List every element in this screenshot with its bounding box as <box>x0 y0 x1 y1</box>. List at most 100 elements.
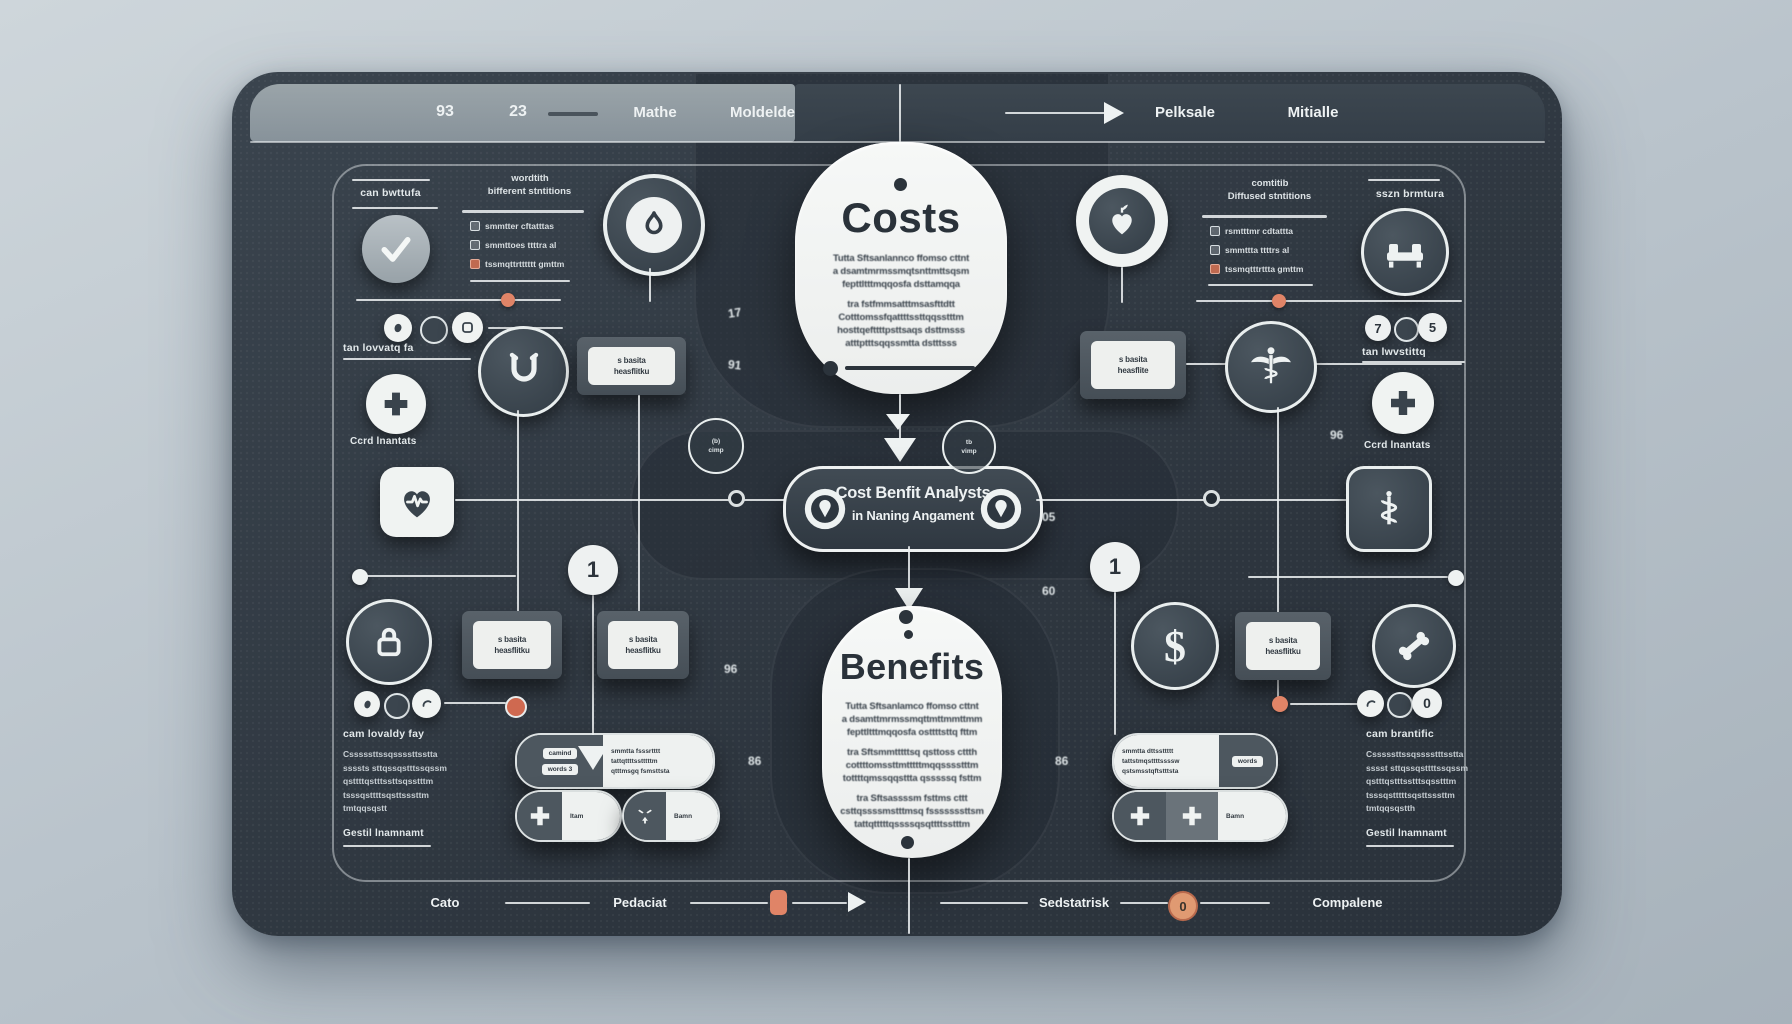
right-list-item: smmttta ttttrs al <box>1210 245 1289 255</box>
right-mid-underline <box>1362 361 1465 363</box>
connector-line <box>517 410 519 612</box>
costs-footer-line <box>845 366 975 370</box>
arrow-down-icon <box>578 746 608 770</box>
square-outline-icon <box>462 322 473 333</box>
right-card-label: Ccrd lnantats <box>1364 440 1431 451</box>
arc-icon <box>422 699 431 707</box>
top-number-2: 23 <box>509 103 527 120</box>
heart-leaf-circle <box>1076 175 1168 267</box>
label-box: s basita heasflitku <box>462 611 562 679</box>
stray-number: 91 <box>727 357 743 373</box>
benefits-bottom-line <box>908 858 910 934</box>
caduceus-icon <box>1251 347 1291 384</box>
bulb-circle <box>603 174 705 276</box>
mini-badge-square <box>452 312 483 343</box>
connector-line <box>649 268 651 302</box>
left-tag-underline <box>352 207 438 209</box>
bone-icon <box>1398 631 1430 661</box>
left-list-divider <box>462 210 584 213</box>
number-badge: 0 <box>1412 688 1442 718</box>
left-list-item: smmtter cftatttas <box>470 221 554 231</box>
orange-marker <box>770 890 787 915</box>
bottom-label-3: Sedstatrisk <box>1038 895 1110 910</box>
rod-tile <box>1346 466 1432 552</box>
right-list-heading2: Diffused stntitions <box>1227 191 1312 202</box>
bottom-line <box>940 902 1028 904</box>
plus-circle <box>1372 372 1434 434</box>
orange-zero-badge: 0 <box>1168 891 1198 921</box>
blob-icon <box>363 700 371 708</box>
right-list-heading1: comtitib <box>1251 178 1289 189</box>
pin-icon <box>803 487 847 536</box>
bottom-arrow-icon <box>848 892 866 912</box>
stray-number: 86 <box>1055 754 1069 768</box>
top-arrow-line <box>1005 112 1105 114</box>
caduceus-circle <box>1225 321 1317 413</box>
checkbox-icon <box>1210 226 1220 236</box>
main-connector-right <box>1036 499 1356 501</box>
label-box: s basita heasflitku <box>1235 612 1331 680</box>
stray-number: 05 <box>1042 510 1056 524</box>
connector-line <box>366 575 516 577</box>
mini-badge-arc <box>412 689 441 718</box>
analysis-pill: Cost Benfit Analysts in Naning Angament <box>783 466 1043 552</box>
number-one-badge: 1 <box>568 545 618 595</box>
connector-line <box>444 702 506 704</box>
center-top-line <box>899 84 901 144</box>
medical-plus-icon <box>1391 391 1415 415</box>
pill-chip: words <box>1231 755 1264 767</box>
right-list-bottomline <box>1208 284 1313 286</box>
top-label-2: Moldelde <box>729 104 795 121</box>
arrow-down-icon <box>895 588 923 610</box>
mini-badge-dark <box>384 693 410 719</box>
left-mid-underline <box>343 358 471 360</box>
left-bottom-paragraph: Csssssttssqssssttsstta ssssts sttqssqsttt… <box>343 749 447 813</box>
pill-title-line2: in Naning Angament <box>851 508 975 523</box>
heart-pulse-tile <box>380 467 454 537</box>
mini-badge-dark <box>1387 692 1413 718</box>
arrow-down-icon <box>884 438 916 462</box>
rod-of-asclepius-icon <box>1380 490 1398 525</box>
connector-line <box>356 299 561 301</box>
pin-icon <box>979 487 1023 536</box>
connector-line <box>1277 407 1279 697</box>
bone-circle <box>1372 604 1456 688</box>
label-box: s basita heasflite <box>1080 331 1186 399</box>
left-list-heading1: wordtith <box>511 173 549 184</box>
connector-line <box>1186 363 1226 365</box>
connector-line <box>1310 363 1462 365</box>
right-bottom-tag: cam brantific <box>1366 728 1434 740</box>
plus-icon <box>1130 806 1150 826</box>
connector-line <box>1196 300 1462 302</box>
number-badge: 7 <box>1365 315 1391 341</box>
costs-card: Costs Tutta Sftsanlannco ffomso cttnt a d… <box>795 142 1007 394</box>
bottom-line <box>505 902 590 904</box>
double-plus-pill: Bamn <box>1112 790 1288 842</box>
right-end-underline <box>1366 845 1454 847</box>
orange-node-dot <box>501 293 515 307</box>
pill-chip: camind <box>542 747 578 759</box>
label-box: s basita heasflitku <box>577 337 686 395</box>
costs-paragraph-1: Tutta Sftsanlannco ffomso cttnt a dsamtmr… <box>832 253 970 290</box>
dollar-icon: $ <box>1164 621 1186 671</box>
right-end-tag: Gestil lnamnamt <box>1366 828 1447 839</box>
top-strip-left <box>250 84 795 142</box>
bottom-line <box>690 902 768 904</box>
right-tag-topline <box>1368 179 1440 181</box>
badge-circle: tb vimp <box>942 420 996 474</box>
left-end-underline <box>343 845 431 847</box>
pill-chip: words 3 <box>541 763 579 775</box>
right-list-divider <box>1202 215 1327 218</box>
costs-card-dot <box>894 178 907 191</box>
costs-title: Costs <box>841 194 961 241</box>
left-end-tag: Gestil lnamnamt <box>343 828 424 839</box>
right-bottom-paragraph: Csssssttssqsssstttsstta sssst sttqssqsttt… <box>1366 749 1469 813</box>
lightbulb-icon <box>645 211 663 235</box>
connector-line <box>1290 703 1360 705</box>
left-list-item: smmttoes ttttra al <box>470 240 556 250</box>
bulb-inner <box>626 197 682 253</box>
bottom-line <box>1200 902 1270 904</box>
line-end-dot <box>1448 570 1464 586</box>
connector-line <box>1114 592 1116 735</box>
pill-title-line1: Cost Benfit Analysts <box>835 484 991 502</box>
